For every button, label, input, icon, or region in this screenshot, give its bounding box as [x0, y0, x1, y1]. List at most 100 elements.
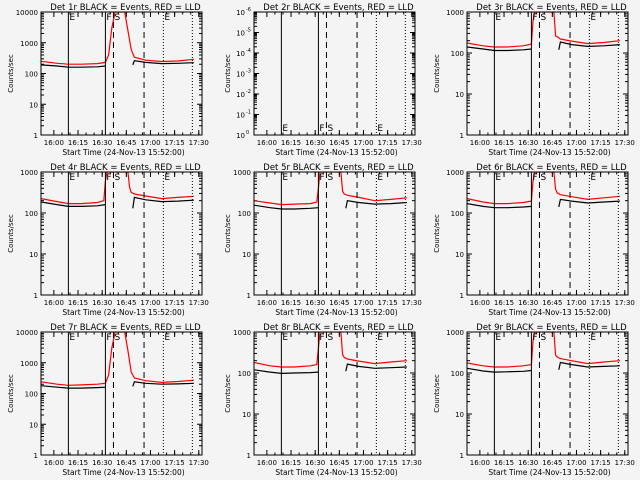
- x-tick-label: 16:30: [518, 139, 538, 147]
- y-tick-label: 1: [247, 452, 251, 460]
- plot-frame: [40, 331, 203, 456]
- x-tick-label: 17:00: [353, 139, 373, 147]
- x-tick-label: 16:15: [281, 299, 301, 307]
- events-series-line: [41, 196, 194, 209]
- x-tick-label: 16:15: [68, 459, 88, 467]
- x-tick-label: 17:15: [165, 299, 185, 307]
- lld-series-line: [467, 172, 620, 205]
- y-axis-label: Counts/sec: [224, 214, 232, 253]
- x-tick-label: 17:00: [140, 459, 160, 467]
- events-series-line: [41, 381, 194, 389]
- y-tick-label: 1: [460, 132, 464, 140]
- x-tick-label: 17:00: [353, 459, 373, 467]
- x-tick-label: 17:00: [566, 139, 586, 147]
- detector-panel: Det 6r BLACK = Events, RED = LLD Counts/s…: [426, 160, 639, 320]
- x-tick-label: 16:00: [470, 459, 490, 467]
- x-tick-label: 17:15: [591, 139, 611, 147]
- plot-frame: [253, 11, 416, 136]
- y-axis-label: Counts/sec: [7, 54, 15, 93]
- x-tick-label: 16:45: [542, 299, 562, 307]
- chart-title: Det 6r BLACK = Events, RED = LLD: [476, 163, 627, 173]
- chart-title: Det 4r BLACK = Events, RED = LLD: [50, 163, 201, 173]
- x-tick-label: 17:00: [566, 459, 586, 467]
- y-tick-label: 10: [29, 101, 38, 109]
- x-axis-label: Start Time (24-Nov-13 15:52:00): [275, 308, 397, 317]
- y-tick-exponent: -3: [246, 69, 251, 75]
- detector-chart: Det 5r BLACK = Events, RED = LLD Counts/s…: [224, 163, 422, 317]
- chart-title: Det 7r BLACK = Events, RED = LLD: [50, 323, 201, 333]
- x-tick-label: 16:00: [257, 459, 277, 467]
- y-tick-label: 1000: [446, 329, 464, 337]
- chart-title: Det 1r BLACK = Events, RED = LLD: [50, 3, 201, 13]
- lld-series-line: [467, 12, 620, 48]
- plot-frame: [466, 171, 629, 296]
- interval-marker-label: F: [106, 173, 111, 183]
- interval-marker-label: E: [377, 173, 383, 183]
- interval-marker-label: E: [495, 13, 501, 23]
- x-tick-label: 16:45: [116, 459, 136, 467]
- y-axis-label: Counts/sec: [433, 54, 441, 93]
- x-tick-label: 16:15: [68, 299, 88, 307]
- detector-panel: Det 9r BLACK = Events, RED = LLD Counts/s…: [426, 320, 639, 480]
- y-tick-exponent: -6: [246, 7, 251, 13]
- detector-panel: Det 8r BLACK = Events, RED = LLD Counts/s…: [213, 320, 426, 480]
- chart-title: Det 9r BLACK = Events, RED = LLD: [476, 323, 627, 333]
- interval-marker-label: E: [590, 333, 596, 343]
- interval-marker-label: S: [540, 13, 546, 23]
- interval-marker-label: F: [319, 173, 324, 183]
- y-tick-label: 10: [29, 251, 38, 259]
- y-tick-label: 10: [242, 251, 251, 259]
- x-tick-label: 16:45: [329, 299, 349, 307]
- lld-series-line: [254, 172, 407, 206]
- chart-title: Det 2r BLACK = Events, RED = LLD: [263, 3, 414, 13]
- detector-panel: Det 7r BLACK = Events, RED = LLD Counts/s…: [0, 320, 213, 480]
- x-tick-label: 16:00: [257, 299, 277, 307]
- y-tick-label: 10: [236, 132, 245, 140]
- x-tick-label: 16:00: [44, 459, 64, 467]
- y-tick-label: 10000: [16, 329, 38, 337]
- y-axis-label: Counts/sec: [224, 374, 232, 413]
- x-tick-label: 16:30: [305, 139, 325, 147]
- x-tick-label: 17:15: [378, 299, 398, 307]
- interval-marker-label: S: [114, 173, 120, 183]
- interval-marker-label: E: [164, 173, 170, 183]
- y-tick-label: 1: [34, 132, 38, 140]
- x-tick-label: 17:15: [165, 459, 185, 467]
- interval-marker-label: F: [106, 333, 111, 343]
- x-tick-label: 16:30: [92, 459, 112, 467]
- plot-frame: [40, 11, 203, 136]
- plot-frame: [466, 11, 629, 136]
- y-tick-label: 100: [451, 50, 464, 58]
- detector-chart: Det 9r BLACK = Events, RED = LLD Counts/s…: [433, 323, 635, 477]
- y-tick-label: 10: [236, 112, 245, 120]
- x-tick-label: 16:30: [518, 459, 538, 467]
- detector-panel: Det 4r BLACK = Events, RED = LLD Counts/s…: [0, 160, 213, 320]
- x-tick-label: 17:15: [591, 299, 611, 307]
- y-tick-label: 10: [455, 251, 464, 259]
- interval-marker-label: S: [327, 173, 333, 183]
- y-tick-label: 1000: [20, 169, 38, 177]
- detector-chart: Det 2r BLACK = Events, RED = LLD Counts/s…: [224, 3, 422, 157]
- x-tick-label: 16:45: [116, 299, 136, 307]
- x-tick-label: 17:30: [615, 459, 635, 467]
- x-tick-label: 17:15: [378, 459, 398, 467]
- detector-panel: Det 5r BLACK = Events, RED = LLD Counts/s…: [213, 160, 426, 320]
- interval-marker-label: E: [377, 333, 383, 343]
- y-axis-label: Counts/sec: [433, 374, 441, 413]
- x-tick-label: 16:45: [542, 139, 562, 147]
- plot-frame: [466, 331, 629, 456]
- interval-marker-label: E: [164, 333, 170, 343]
- events-series-line: [41, 60, 194, 68]
- y-tick-label: 10: [29, 421, 38, 429]
- interval-marker-label: S: [540, 333, 546, 343]
- chart-title: Det 3r BLACK = Events, RED = LLD: [476, 3, 627, 13]
- x-tick-label: 16:00: [470, 299, 490, 307]
- interval-marker-label: E: [164, 13, 170, 23]
- x-tick-label: 17:00: [140, 139, 160, 147]
- interval-marker-label: E: [282, 173, 288, 183]
- events-series-line: [467, 41, 620, 52]
- interval-marker-label: E: [69, 173, 75, 183]
- y-tick-exponent: -2: [246, 89, 251, 95]
- detector-chart: Det 3r BLACK = Events, RED = LLD Counts/s…: [433, 3, 635, 157]
